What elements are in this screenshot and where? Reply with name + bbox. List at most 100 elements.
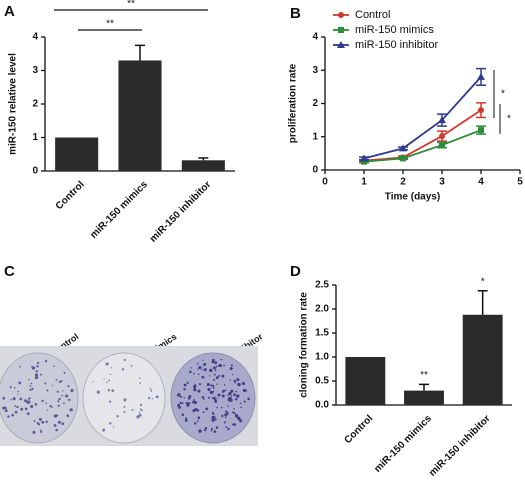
colony [192, 400, 196, 404]
colony [213, 416, 216, 419]
bar [345, 357, 386, 405]
colony [109, 373, 112, 376]
colony [245, 389, 248, 392]
colony [186, 381, 189, 384]
colony [234, 381, 237, 384]
x-tick-label: 2 [400, 177, 406, 188]
colony [210, 430, 213, 432]
series-line [363, 129, 482, 163]
colony [202, 359, 204, 361]
colony [11, 413, 15, 417]
x-tick-label: 5 [517, 177, 523, 188]
colony [36, 365, 39, 368]
colony [53, 365, 55, 367]
colony [2, 396, 6, 400]
colony [149, 387, 152, 390]
colony [188, 394, 192, 398]
colony [136, 415, 140, 419]
marker [478, 107, 484, 114]
colony [102, 428, 106, 432]
colony [228, 392, 232, 396]
colony [44, 359, 48, 363]
colony [224, 384, 226, 386]
colony [247, 397, 250, 401]
colony [14, 410, 18, 414]
colony [195, 401, 198, 404]
x-tick-label: Control [54, 179, 87, 212]
colony [209, 390, 213, 395]
bar [181, 160, 225, 171]
colony [181, 413, 185, 417]
colony [218, 363, 222, 368]
y-tick-label: 2.5 [315, 280, 329, 291]
x-tick-label: 1 [361, 177, 367, 188]
colony [106, 381, 108, 384]
colony [26, 412, 30, 416]
colony [211, 397, 215, 400]
y-axis-label: cloning formation rate [299, 292, 310, 398]
colony [214, 369, 217, 372]
y-tick-label: 3 [32, 65, 38, 76]
colony [203, 368, 207, 372]
colony [46, 389, 49, 392]
colony [34, 403, 36, 405]
colony [188, 402, 191, 405]
colony [177, 403, 181, 407]
colony [229, 367, 233, 371]
colony [110, 367, 112, 369]
colony [235, 398, 238, 401]
colony [14, 405, 17, 407]
colony [215, 365, 218, 368]
colony [227, 427, 230, 431]
colony [58, 380, 61, 384]
colony [61, 422, 65, 426]
colony [123, 398, 127, 402]
colony [19, 365, 21, 368]
colony [201, 396, 205, 399]
colony [67, 385, 70, 388]
colony [233, 407, 235, 410]
colony [216, 383, 218, 385]
panel-letter: B [290, 5, 301, 22]
colony [139, 403, 143, 407]
colony [123, 410, 126, 413]
colony [227, 394, 229, 397]
colony [212, 384, 215, 387]
annotation: * [507, 114, 511, 125]
colony [209, 375, 211, 377]
colony [29, 385, 32, 387]
colony [19, 397, 23, 401]
colony [202, 411, 205, 414]
colony [193, 422, 197, 425]
colony [150, 389, 153, 392]
colony [233, 393, 237, 397]
colony [123, 405, 126, 408]
colony [187, 397, 191, 400]
colony [27, 397, 30, 400]
colony [198, 365, 202, 370]
colony [176, 395, 178, 397]
colony [197, 373, 200, 376]
colony [155, 395, 159, 399]
colony [225, 426, 228, 428]
colony [215, 426, 219, 429]
colony [30, 404, 34, 409]
y-tick-label: 3 [312, 65, 318, 76]
colony [34, 375, 39, 380]
colony [232, 373, 234, 376]
colony [198, 383, 202, 386]
colony [111, 389, 115, 393]
colony [236, 394, 240, 398]
colony [208, 396, 211, 399]
colony [183, 388, 186, 391]
colony [46, 409, 49, 411]
colony [41, 420, 45, 424]
marker [438, 116, 446, 124]
colony [216, 397, 218, 399]
colony [45, 402, 47, 404]
colony [61, 394, 63, 397]
colony [203, 362, 207, 366]
marker [361, 158, 367, 165]
colony [148, 396, 151, 400]
colony [183, 383, 187, 387]
